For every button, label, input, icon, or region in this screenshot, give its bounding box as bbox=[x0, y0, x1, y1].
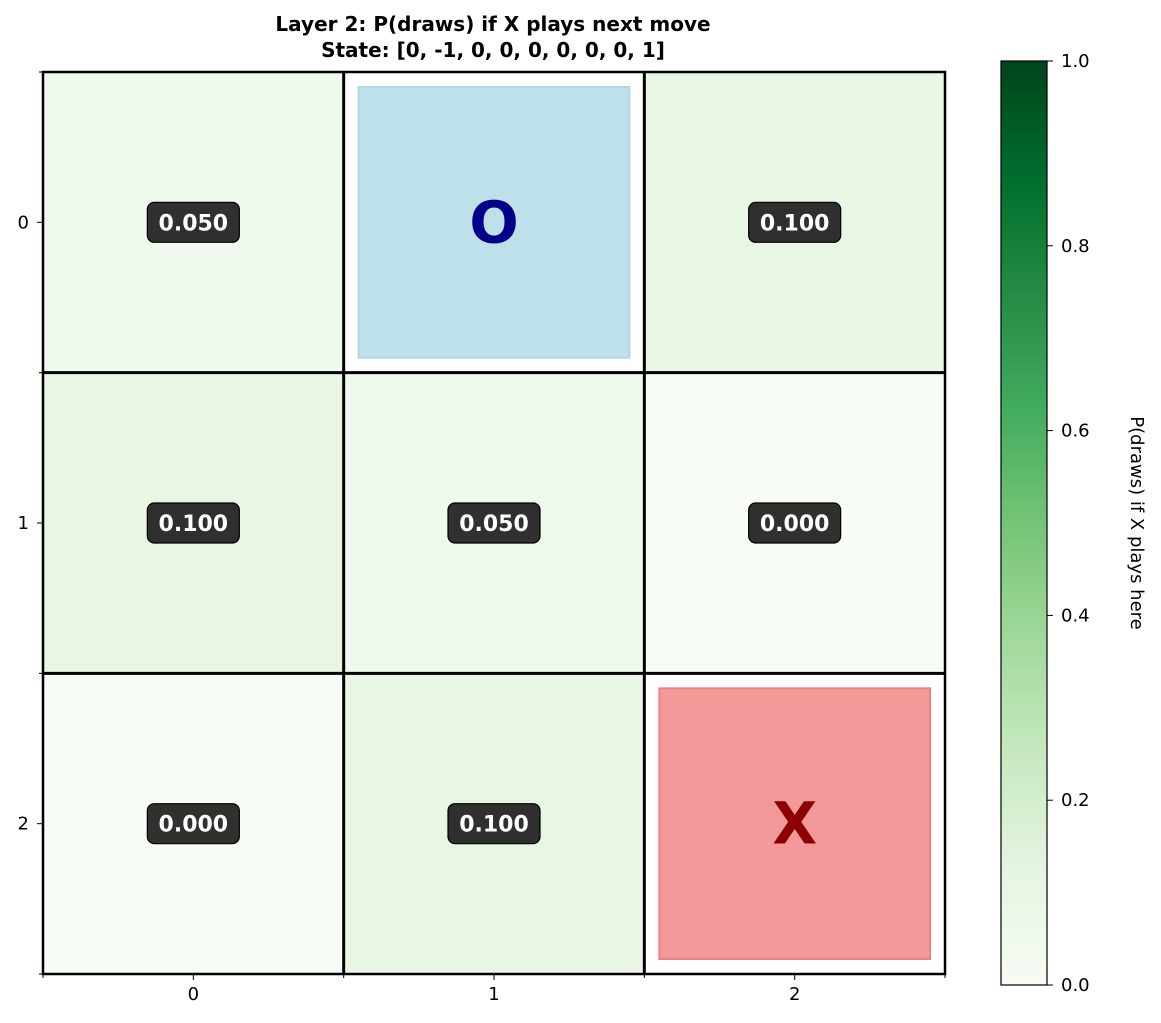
colorbar-tick-label-3: 0.6 bbox=[1061, 421, 1090, 442]
colorbar-tick-label-5: 1.0 bbox=[1061, 51, 1090, 72]
axes: 0 1 2 0 1 2 bbox=[18, 71, 946, 1005]
value-label-box-0-0 bbox=[146, 201, 240, 243]
chart-title: Layer 2: P(draws) if X plays next move bbox=[275, 12, 711, 36]
value-label-box-0-2 bbox=[748, 201, 842, 243]
value-label-1-2: 0.000 bbox=[760, 512, 830, 537]
colorbar-gradient bbox=[1000, 60, 1048, 986]
value-label-box-1-1 bbox=[447, 502, 541, 544]
x-tick-label-0: 0 bbox=[188, 984, 199, 1005]
piece-label-0-1: O bbox=[469, 188, 518, 256]
piece-label-2-2: X bbox=[772, 790, 817, 858]
value-label-box-1-2 bbox=[748, 502, 842, 544]
y-tick-label-2: 2 bbox=[18, 814, 29, 835]
value-label-1-1: 0.050 bbox=[459, 512, 529, 537]
colorbar: 0.0 0.2 0.4 0.6 0.8 1.0 P(draws) if X plays he… bbox=[1000, 51, 1147, 996]
value-label-box-2-0 bbox=[146, 803, 240, 845]
y-tick-label-1: 1 bbox=[18, 513, 29, 534]
y-tick-label-0: 0 bbox=[18, 212, 29, 233]
colorbar-label: P(draws) if X plays here bbox=[1126, 416, 1147, 629]
piece-box-2-2 bbox=[658, 687, 932, 961]
colorbar-tick-label-4: 0.8 bbox=[1061, 236, 1090, 257]
x-tick-label-1: 1 bbox=[488, 984, 499, 1005]
value-label-box-1-0 bbox=[146, 502, 240, 544]
colorbar-tick-label-2: 0.4 bbox=[1061, 605, 1090, 626]
value-label-2-1: 0.100 bbox=[459, 813, 529, 838]
value-label-box-2-1 bbox=[447, 803, 541, 845]
cell-labels: 0.050 O 0.100 0.100 0.050 0.000 0.000 0.100 X bbox=[146, 188, 842, 858]
piece-box-0-1 bbox=[357, 86, 631, 359]
value-label-2-0: 0.000 bbox=[159, 813, 229, 838]
value-label-0-2: 0.100 bbox=[760, 211, 830, 236]
chart-subtitle: State: [0, -1, 0, 0, 0, 0, 0, 0, 1] bbox=[321, 38, 665, 62]
value-label-1-0: 0.100 bbox=[159, 512, 229, 537]
colorbar-tick-label-0: 0.0 bbox=[1061, 975, 1090, 996]
value-label-0-0: 0.050 bbox=[159, 211, 229, 236]
heatmap-cells bbox=[43, 72, 946, 975]
x-tick-label-2: 2 bbox=[789, 984, 800, 1005]
colorbar-tick-label-1: 0.2 bbox=[1061, 790, 1090, 811]
